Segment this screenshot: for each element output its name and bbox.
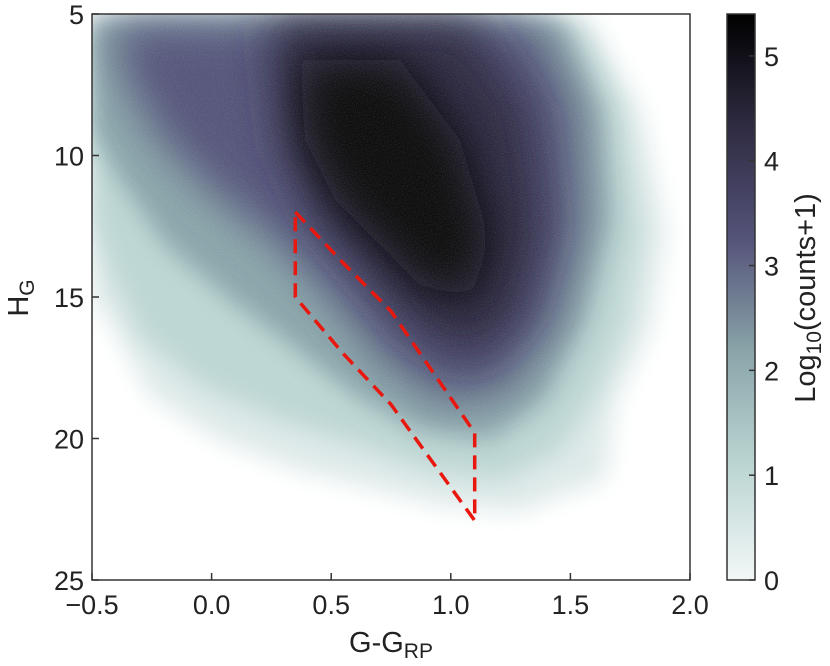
y-tick-label: 5: [69, 0, 84, 30]
y-tick-label: 10: [54, 142, 84, 172]
y-tick-label: 25: [54, 566, 84, 596]
density-noise: [92, 14, 690, 580]
colorbar: [726, 13, 756, 581]
colorbar-tick-label: 4: [764, 147, 779, 177]
x-tick-label: −0.5: [65, 590, 118, 620]
x-tick-label: 2.0: [671, 590, 709, 620]
colorbar-tick-label: 3: [764, 252, 779, 282]
x-tick-label: 1.5: [552, 590, 590, 620]
colorbar-tick-label: 2: [764, 356, 779, 386]
colorbar-tick-label: 1: [764, 461, 779, 491]
y-tick-label: 15: [54, 283, 84, 313]
colorbar-ticks: 0 1 2 3 4 5: [749, 42, 779, 596]
y-axis-label: HG: [3, 279, 39, 316]
x-axis: −0.5 0.0 0.5 1.0 1.5 2.0: [65, 573, 709, 620]
colorbar-label: Log10(counts+1): [790, 193, 826, 403]
x-tick-label: 0.5: [312, 590, 350, 620]
x-axis-label: G-GRP: [349, 627, 433, 663]
x-tick-label: 1.0: [432, 590, 470, 620]
colorbar-tick-label: 0: [764, 566, 779, 596]
heatmap-density: [92, 14, 690, 580]
selection-polygon: [293, 210, 477, 523]
x-tick-label: 0.0: [193, 590, 231, 620]
colorbar-tick-label: 5: [764, 42, 779, 72]
y-tick-label: 20: [54, 425, 84, 455]
y-axis: 5 10 15 20 25: [54, 0, 99, 596]
